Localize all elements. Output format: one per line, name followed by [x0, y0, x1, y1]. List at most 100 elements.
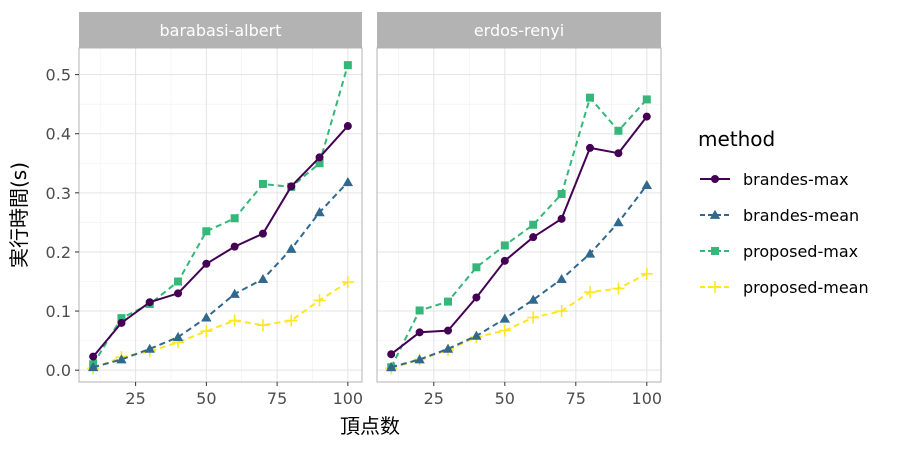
- point-brandes-mean: [528, 294, 539, 304]
- point-proposed-mean: [256, 319, 269, 332]
- point-brandes-max: [415, 328, 424, 337]
- point-proposed-max: [642, 95, 651, 104]
- point-brandes-mean: [499, 313, 510, 323]
- point-brandes-mean: [342, 176, 354, 187]
- y-tick-label: 0.0: [46, 361, 71, 380]
- point-proposed-mean: [498, 324, 511, 337]
- panel-title: barabasi-albert: [160, 21, 282, 40]
- point-brandes-max: [557, 214, 566, 223]
- point-brandes-mean: [314, 207, 325, 217]
- y-tick-label: 0.4: [46, 125, 71, 144]
- point-brandes-max: [117, 318, 126, 327]
- point-brandes-mean: [584, 248, 596, 258]
- point-proposed-mean: [612, 282, 625, 295]
- point-brandes-max: [315, 153, 324, 162]
- point-proposed-max: [202, 227, 211, 236]
- point-brandes-max: [343, 122, 352, 131]
- point-proposed-max: [472, 263, 481, 272]
- panel-strip: [377, 12, 661, 48]
- panel-title: erdos-renyi: [474, 21, 564, 40]
- y-tick-label: 0.1: [46, 302, 71, 321]
- x-tick-label: 50: [196, 389, 216, 408]
- point-proposed-max: [117, 314, 126, 323]
- panel-strip: [79, 12, 362, 48]
- series-line-brandes-mean: [390, 184, 648, 369]
- point-brandes-max: [472, 293, 481, 302]
- point-brandes-mean: [613, 217, 624, 227]
- legend-key-marker-brandes-mean: [709, 209, 721, 219]
- y-axis-title: 実行時間(s): [7, 162, 31, 268]
- x-axis-title: 頂点数: [340, 414, 400, 438]
- point-brandes-max: [500, 256, 509, 265]
- point-brandes-max: [586, 143, 594, 152]
- point-brandes-mean: [386, 362, 397, 372]
- point-brandes-mean: [87, 362, 99, 372]
- point-brandes-mean: [257, 273, 269, 284]
- point-proposed-max: [557, 190, 566, 199]
- point-proposed-max: [258, 179, 267, 188]
- x-tick-label: 100: [632, 389, 663, 408]
- legend-label-proposed-mean: proposed-mean: [743, 278, 869, 297]
- y-tick-label: 0.2: [46, 243, 71, 262]
- point-proposed-max: [315, 159, 324, 168]
- legend-label-brandes-max: brandes-max: [743, 170, 849, 189]
- point-proposed-mean: [640, 267, 653, 280]
- plot-area: [377, 48, 661, 382]
- panel-border: [376, 47, 662, 383]
- point-brandes-max: [642, 112, 651, 121]
- point-proposed-mean: [200, 325, 213, 338]
- point-proposed-mean: [555, 305, 568, 318]
- point-proposed-mean: [313, 294, 326, 307]
- point-brandes-mean: [144, 343, 155, 353]
- legend-key-marker-proposed-max: [711, 247, 719, 255]
- point-brandes-mean: [641, 179, 652, 190]
- point-brandes-mean: [172, 331, 184, 341]
- point-brandes-mean: [116, 354, 127, 364]
- legend-key-marker-proposed-mean: [709, 281, 721, 293]
- x-tick-label: 25: [125, 389, 145, 408]
- point-proposed-mean: [527, 311, 540, 324]
- x-tick-label: 75: [267, 389, 287, 408]
- point-brandes-max: [145, 298, 154, 307]
- series-line-brandes-mean: [92, 181, 349, 369]
- point-brandes-max: [258, 229, 267, 238]
- legend-label-brandes-mean: brandes-mean: [743, 206, 859, 225]
- point-proposed-max: [415, 306, 424, 315]
- point-brandes-mean: [442, 343, 454, 353]
- point-brandes-mean: [229, 288, 240, 298]
- point-brandes-max: [230, 242, 239, 251]
- series-line-proposed-max: [92, 64, 349, 365]
- series-line-proposed-max: [390, 96, 648, 368]
- legend-title: method: [698, 127, 775, 151]
- point-proposed-max: [586, 93, 594, 102]
- point-proposed-max: [343, 61, 352, 70]
- point-proposed-mean: [285, 314, 298, 327]
- point-brandes-max: [287, 182, 296, 191]
- x-tick-label: 75: [566, 389, 586, 408]
- point-brandes-max: [529, 233, 538, 242]
- panel-border: [78, 47, 363, 383]
- x-tick-label: 25: [424, 389, 444, 408]
- point-brandes-max: [387, 350, 396, 359]
- point-proposed-max: [529, 220, 538, 229]
- legend-key-marker-brandes-max: [711, 175, 719, 183]
- point-brandes-max: [444, 326, 452, 335]
- point-proposed-max: [444, 297, 452, 306]
- y-tick-label: 0.3: [46, 184, 71, 203]
- point-brandes-mean: [286, 243, 297, 253]
- x-tick-label: 50: [495, 389, 515, 408]
- legend-label-proposed-max: proposed-max: [743, 242, 858, 261]
- x-tick-label: 100: [333, 389, 364, 408]
- point-brandes-max: [202, 259, 211, 268]
- point-proposed-mean: [584, 286, 596, 299]
- series-line-brandes-max: [390, 115, 648, 355]
- series-line-brandes-max: [92, 125, 349, 358]
- point-proposed-max: [174, 277, 183, 286]
- point-proposed-max: [500, 241, 509, 250]
- point-proposed-mean: [228, 314, 241, 327]
- point-brandes-mean: [556, 273, 567, 284]
- point-brandes-mean: [471, 330, 482, 340]
- point-proposed-mean: [341, 276, 354, 289]
- point-proposed-max: [614, 126, 623, 135]
